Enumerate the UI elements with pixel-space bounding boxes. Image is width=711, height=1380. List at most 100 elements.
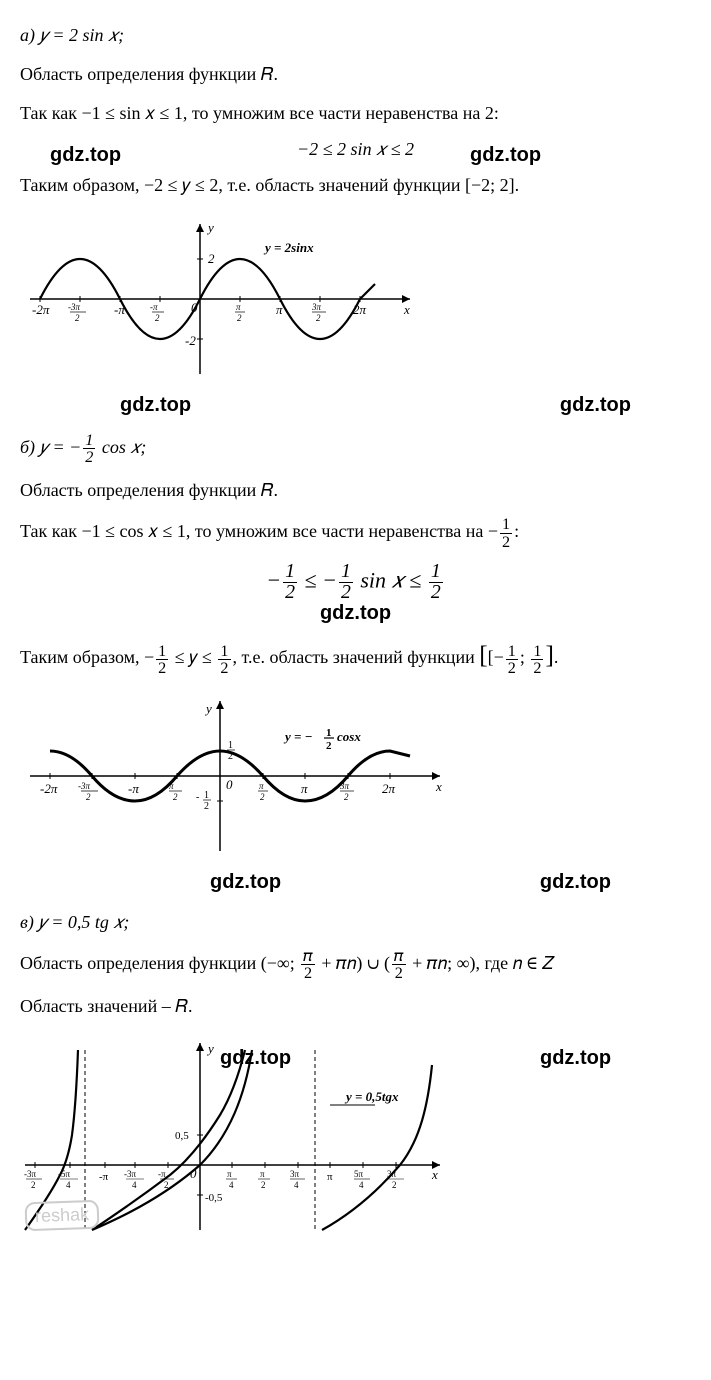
part-c-header: в) 𝑦 = 0,5 tg 𝑥; — [20, 909, 691, 936]
svg-text:2: 2 — [155, 313, 160, 323]
text: − — [266, 567, 281, 592]
svg-text:2: 2 — [31, 1180, 36, 1190]
svg-text:4: 4 — [294, 1180, 299, 1190]
svg-text:3π: 3π — [311, 302, 322, 312]
svg-text:1: 1 — [228, 740, 233, 751]
watermark-gdz: gdz.top — [560, 394, 631, 417]
svg-text:-2π: -2π — [40, 781, 58, 796]
svg-text:-2π: -2π — [32, 302, 50, 317]
svg-text:-3π: -3π — [78, 781, 90, 791]
text: Так как −1 ≤ cos 𝑥 ≤ 1, то умножим все ч… — [20, 521, 498, 541]
frac: 12 — [283, 562, 297, 603]
frac: 12 — [156, 643, 168, 676]
svg-text:π: π — [236, 302, 241, 312]
part-b-ineq-intro: Так как −1 ≤ cos 𝑥 ≤ 1, то умножим все ч… — [20, 516, 691, 549]
frac: 12 — [83, 432, 95, 465]
text: cos 𝑥; — [97, 437, 146, 457]
svg-text:4: 4 — [359, 1180, 364, 1190]
svg-text:π: π — [301, 781, 308, 796]
svg-text:-3π: -3π — [24, 1169, 36, 1179]
frac: 12 — [500, 516, 512, 549]
frac: 12 — [531, 643, 543, 676]
svg-text:-π: -π — [158, 1169, 166, 1179]
svg-text:x: x — [403, 302, 410, 317]
svg-text:-π: -π — [128, 781, 139, 796]
svg-text:2π: 2π — [382, 781, 396, 796]
svg-text:2: 2 — [316, 313, 321, 323]
part-b-domain: Область определения функции 𝑅. — [20, 477, 691, 504]
part-a-domain: Область определения функции 𝑅. — [20, 61, 691, 88]
svg-text:y: y — [206, 220, 214, 235]
text: Таким образом, − — [20, 647, 154, 667]
svg-text:y = 2sinx: y = 2sinx — [263, 240, 314, 255]
watermark-gdz: gdz.top — [470, 144, 541, 167]
part-b-graph: y x 0 12 -12 -2π -3π2 -π -π2 π2 π 3π2 2π… — [20, 691, 691, 861]
watermark-gdz: gdz.top — [210, 871, 281, 894]
part-c-domain: Область определения функции (−∞; 𝜋2 + 𝜋𝑛… — [20, 948, 691, 981]
part-c-graph: y x 0 0,5 -0,5 -3π2 -5π4 -π -3π4 -π2 π4 … — [20, 1035, 691, 1235]
watermark-row-4: gdz.top gdz.top — [20, 871, 691, 894]
svg-text:2: 2 — [173, 792, 178, 802]
text: , т.е. область значений функции — [233, 647, 480, 667]
text: ; — [520, 647, 530, 667]
svg-text:y: y — [206, 1041, 214, 1056]
svg-text:2: 2 — [344, 792, 349, 802]
svg-text:2: 2 — [204, 801, 209, 812]
svg-text:2: 2 — [392, 1180, 397, 1190]
text: ≤ − — [299, 567, 337, 592]
svg-text:1: 1 — [326, 727, 332, 739]
svg-text:2: 2 — [208, 251, 215, 266]
text: [− — [488, 647, 504, 667]
frac: 12 — [429, 562, 443, 603]
svg-text:1: 1 — [204, 790, 209, 801]
text: sin 𝑥 ≤ — [355, 567, 427, 592]
watermark-gdz: gdz.top — [320, 602, 391, 624]
text: + 𝜋𝑛; ∞), где 𝑛 ∈ 𝑍 — [408, 953, 553, 973]
watermark-gdz: gdz.top — [50, 144, 121, 167]
svg-text:2: 2 — [86, 792, 91, 802]
svg-text:cosx: cosx — [337, 729, 361, 744]
part-a-conclusion: Таким образом, −2 ≤ 𝑦 ≤ 2, т.е. область … — [20, 172, 691, 199]
svg-text:2: 2 — [326, 740, 332, 752]
watermark-row-3: gdz.top — [20, 602, 691, 625]
svg-text:-π: -π — [150, 302, 158, 312]
frac: 12 — [339, 562, 353, 603]
svg-text:4: 4 — [229, 1180, 234, 1190]
part-b-header: б) 𝑦 = −12 cos 𝑥; — [20, 432, 691, 465]
svg-text:-: - — [196, 792, 199, 803]
part-b-ineq-center: −12 ≤ −12 sin 𝑥 ≤ 12 — [20, 562, 691, 603]
part-a-ineq-intro: Так как −1 ≤ sin 𝑥 ≤ 1, то умножим все ч… — [20, 100, 691, 127]
svg-text:x: x — [431, 1167, 438, 1182]
svg-text:-2: -2 — [185, 333, 196, 348]
frac: 𝜋2 — [301, 948, 315, 981]
svg-text:4: 4 — [66, 1180, 71, 1190]
svg-text:π: π — [260, 1169, 265, 1179]
svg-text:4: 4 — [132, 1180, 137, 1190]
part-c-range: Область значений – 𝑅. — [20, 993, 691, 1020]
svg-text:-0,5: -0,5 — [205, 1192, 223, 1204]
watermark-row-2: gdz.top gdz.top — [20, 394, 691, 417]
text: Область определения функции (−∞; — [20, 953, 299, 973]
svg-text:π: π — [327, 1171, 333, 1183]
watermark-gdz: gdz.top — [540, 871, 611, 894]
frac: 12 — [506, 643, 518, 676]
svg-text:π: π — [259, 781, 264, 791]
svg-text:2: 2 — [260, 792, 265, 802]
svg-text:2: 2 — [75, 313, 80, 323]
svg-text:π: π — [227, 1169, 232, 1179]
svg-text:3π: 3π — [290, 1169, 300, 1179]
svg-text:0: 0 — [226, 777, 233, 792]
part-b-conclusion: Таким образом, −12 ≤ 𝑦 ≤ 12, т.е. област… — [20, 637, 691, 676]
svg-text:y: y — [204, 701, 212, 716]
svg-text:-π: -π — [99, 1171, 109, 1183]
svg-text:x: x — [435, 779, 442, 794]
svg-text:y = −: y = − — [283, 729, 313, 744]
svg-text:y = 0,5tgx: y = 0,5tgx — [344, 1089, 399, 1104]
watermark-gdz: gdz.top — [120, 394, 191, 417]
watermark-reshak: reshak — [25, 1200, 100, 1232]
svg-text:2: 2 — [237, 313, 242, 323]
text: + 𝜋𝑛) ∪ ( — [317, 953, 390, 973]
part-a-graph: y x 0 2 -2 -2π -3π2 -π -π2 π2 π 3π2 2π y… — [20, 214, 691, 384]
svg-text:-3π: -3π — [68, 302, 80, 312]
text: ≤ 𝑦 ≤ — [170, 647, 216, 667]
